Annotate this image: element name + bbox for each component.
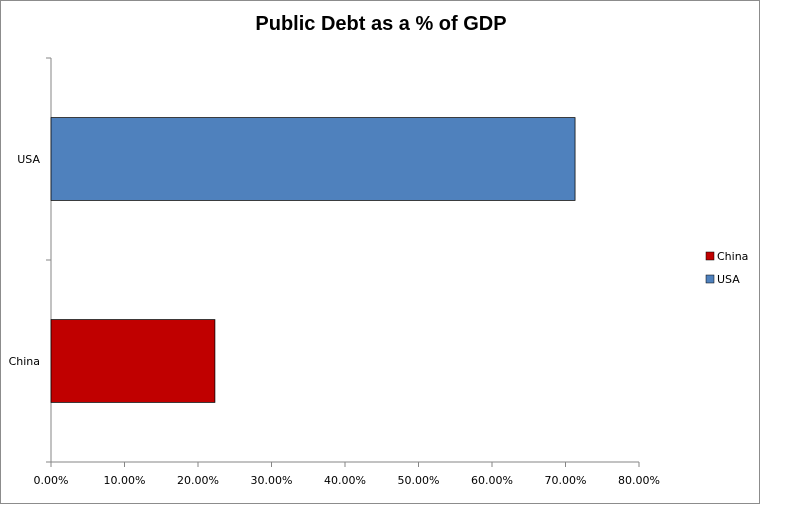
x-tick-label: 50.00% bbox=[398, 474, 440, 487]
x-tick-label: 40.00% bbox=[324, 474, 366, 487]
legend-swatch-china bbox=[705, 251, 715, 261]
y-category-label: USA bbox=[17, 153, 40, 166]
legend-swatch-usa bbox=[705, 274, 715, 284]
x-tick-label: 0.00% bbox=[34, 474, 69, 487]
x-tick-label: 80.00% bbox=[618, 474, 660, 487]
x-tick-label: 20.00% bbox=[177, 474, 219, 487]
y-category-label: China bbox=[9, 355, 40, 368]
legend-label-usa: USA bbox=[717, 273, 740, 286]
x-tick-label: 30.00% bbox=[251, 474, 293, 487]
x-tick-label: 10.00% bbox=[104, 474, 146, 487]
x-tick-label: 60.00% bbox=[471, 474, 513, 487]
bar-usa bbox=[50, 117, 576, 201]
x-tick-label: 70.00% bbox=[545, 474, 587, 487]
chart-title: Public Debt as a % of GDP bbox=[255, 13, 507, 35]
bar-china bbox=[50, 319, 216, 403]
chart-frame: Public Debt as a % of GDP bbox=[0, 0, 760, 504]
legend-label-china: China bbox=[717, 250, 748, 263]
